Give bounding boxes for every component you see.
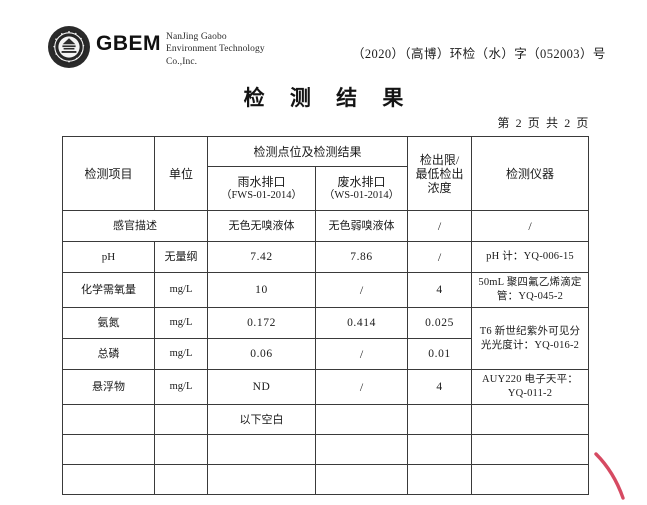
document-header: GBEM NanJing Gaobo Environment Technolog… bbox=[0, 0, 647, 78]
cell-rain: 0.06 bbox=[207, 338, 316, 370]
cell-rain: 10 bbox=[207, 272, 316, 308]
limit-line-2: 最低检出 bbox=[415, 166, 464, 181]
cell-instrument: T6 新世纪紫外可见分 光光度计：YQ-016-2 bbox=[471, 307, 590, 370]
cell-item: 化学需氧量 bbox=[62, 272, 155, 308]
limit-line-3: 浓度 bbox=[427, 180, 452, 195]
cell-unit bbox=[154, 464, 208, 495]
col-header-rain-outlet: 雨水排口 （FWS-01-2014） bbox=[207, 166, 316, 211]
waste-outlet-code: （WS-01-2014） bbox=[323, 189, 400, 201]
cell-limit bbox=[407, 464, 473, 495]
table-row: 感官描述 无色无嗅液体 无色弱嗅液体 / / bbox=[62, 210, 590, 242]
cell-rain: 0.172 bbox=[207, 307, 316, 339]
cell-limit: / bbox=[407, 210, 473, 242]
test-results-table: 检测项目 单位 检测点位及检测结果 检出限/ 最低检出 浓度 检测仪器 雨水排口… bbox=[62, 136, 590, 495]
table-row: pH 无量纲 7.42 7.86 / pH 计：YQ-006-15 bbox=[62, 241, 590, 273]
cell-limit bbox=[407, 434, 473, 465]
cell-rain: 7.42 bbox=[207, 241, 316, 273]
cell-waste: / bbox=[314, 369, 409, 405]
cell-rain: 无色无嗅液体 bbox=[207, 210, 316, 242]
cell-waste bbox=[314, 434, 409, 465]
cell-unit: mg/L bbox=[154, 338, 208, 370]
rain-outlet-name: 雨水排口 bbox=[237, 174, 286, 189]
cell-waste: / bbox=[314, 338, 409, 370]
col-header-instrument: 检测仪器 bbox=[471, 136, 590, 211]
cell-rain bbox=[207, 434, 316, 465]
cell-item: 总磷 bbox=[62, 338, 155, 370]
cell-instrument: AUY220 电子天平： YQ-011-2 bbox=[471, 369, 590, 405]
page-title: 检 测 结 果 bbox=[243, 86, 414, 110]
cell-instrument bbox=[471, 434, 590, 465]
col-header-detection-limit: 检出限/ 最低检出 浓度 bbox=[407, 136, 473, 211]
cell-waste bbox=[314, 464, 409, 495]
cell-waste: 0.414 bbox=[314, 307, 409, 339]
col-header-waste-outlet: 废水排口 （WS-01-2014） bbox=[314, 166, 409, 211]
circular-seal-icon bbox=[48, 26, 90, 68]
cell-item: 悬浮物 bbox=[62, 369, 155, 405]
cell-unit: mg/L bbox=[154, 369, 208, 405]
cell-instrument: / bbox=[471, 210, 590, 242]
waste-outlet-name: 废水排口 bbox=[337, 174, 386, 189]
table-row: 以下空白 bbox=[62, 404, 590, 435]
cell-limit: 4 bbox=[407, 369, 473, 405]
brand-wordmark: GBEM bbox=[96, 32, 161, 55]
table-body: 感官描述 无色无嗅液体 无色弱嗅液体 / / pH 无量纲 7.42 7.86 … bbox=[62, 210, 590, 495]
red-pen-stroke bbox=[594, 452, 644, 500]
cell-rain bbox=[207, 464, 316, 495]
col-header-unit: 单位 bbox=[154, 136, 208, 211]
table-row: 氨氮 mg/L 0.172 0.414 0.025 T6 新世纪紫外可见分 光光… bbox=[62, 307, 590, 370]
cell-item: pH bbox=[62, 241, 155, 273]
cell-item bbox=[62, 464, 155, 495]
cell-waste: / bbox=[314, 272, 409, 308]
cell-waste: 无色弱嗅液体 bbox=[314, 210, 409, 242]
table-header: 检测项目 单位 检测点位及检测结果 检出限/ 最低检出 浓度 检测仪器 雨水排口… bbox=[62, 136, 590, 211]
cell-limit: 4 bbox=[407, 272, 473, 308]
table-row: 悬浮物 mg/L ND / 4 AUY220 电子天平： YQ-011-2 bbox=[62, 369, 590, 405]
page-counter: 第 2 页 共 2 页 bbox=[497, 116, 590, 130]
cell-limit: / bbox=[407, 241, 473, 273]
cell-item: 感官描述 bbox=[62, 210, 208, 242]
cell-limit: 0.01 bbox=[407, 338, 473, 370]
cell-item bbox=[62, 404, 155, 435]
cell-instrument bbox=[471, 464, 590, 495]
cell-unit bbox=[154, 404, 208, 435]
cell-instrument bbox=[471, 404, 590, 435]
cell-unit bbox=[154, 434, 208, 465]
cell-rain: 以下空白 bbox=[207, 404, 316, 435]
cell-unit: 无量纲 bbox=[154, 241, 208, 273]
cell-item: 氨氮 bbox=[62, 307, 155, 339]
cell-unit: mg/L bbox=[154, 307, 208, 339]
cell-instrument: 50mL 聚四氟乙烯滴定 管：YQ-045-2 bbox=[471, 272, 590, 308]
col-header-group-results: 检测点位及检测结果 bbox=[206, 136, 409, 167]
limit-line-1: 检出限/ bbox=[419, 152, 460, 167]
table-row: 化学需氧量 mg/L 10 / 4 50mL 聚四氟乙烯滴定 管：YQ-045-… bbox=[62, 272, 590, 308]
table-row: 总磷 mg/L 0.06 / 0.01 bbox=[62, 338, 589, 370]
table-row bbox=[62, 464, 590, 495]
cell-limit: 0.025 bbox=[407, 307, 473, 339]
rain-outlet-code: （FWS-01-2014） bbox=[220, 189, 303, 201]
cell-unit: mg/L bbox=[154, 272, 208, 308]
cell-waste: 7.86 bbox=[314, 241, 409, 273]
cell-item bbox=[62, 434, 155, 465]
company-name-en: NanJing Gaobo Environment Technology Co.… bbox=[166, 32, 265, 67]
cell-instrument: pH 计：YQ-006-15 bbox=[471, 241, 590, 273]
cell-limit bbox=[407, 404, 473, 435]
cell-rain: ND bbox=[207, 369, 316, 405]
table-row bbox=[62, 434, 590, 465]
document-reference-code: （2020）（高博）环检（水）字（052003）号 bbox=[352, 47, 606, 61]
col-header-item: 检测项目 bbox=[62, 136, 155, 211]
cell-waste bbox=[314, 404, 409, 435]
